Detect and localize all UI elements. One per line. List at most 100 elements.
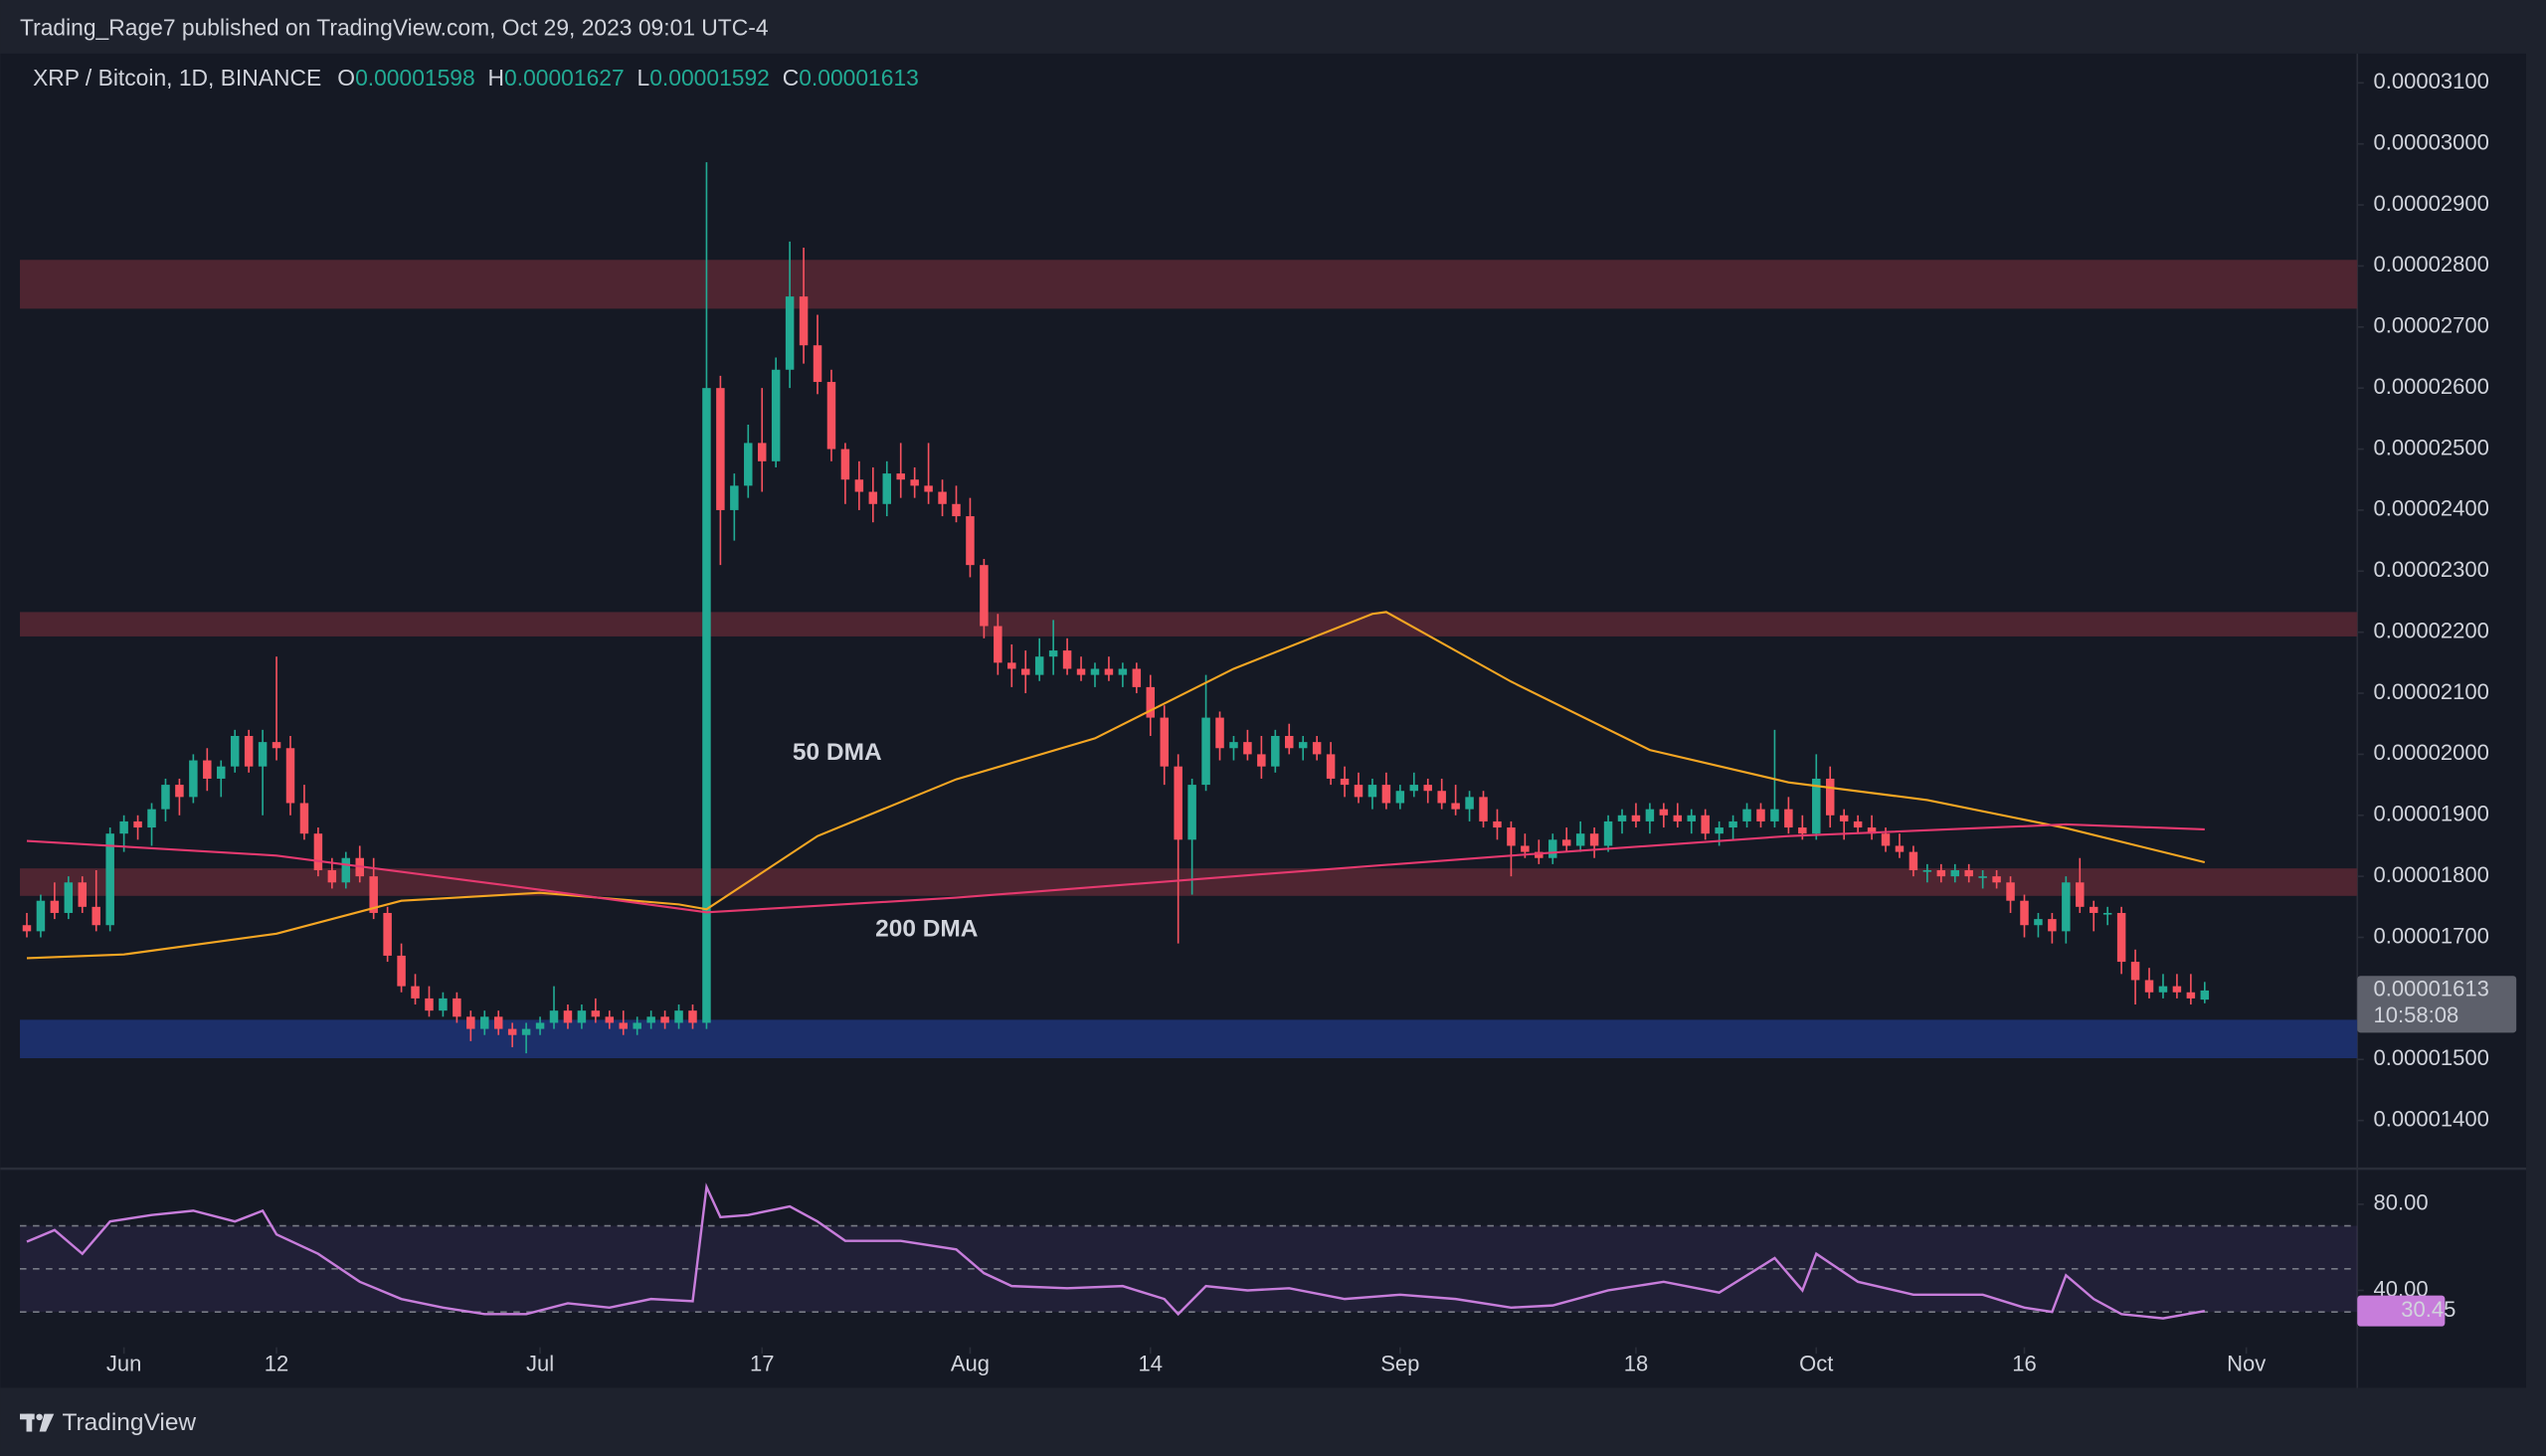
candle-body [189,760,198,798]
candle-body [840,449,850,480]
candle-body [1201,717,1210,786]
zone [20,1019,2358,1059]
ohlc-value: 0.00001627 [504,65,625,91]
candle-body [2130,962,2140,981]
candle-body [64,882,74,913]
candle-body [1340,778,1350,786]
candle-body [1659,809,1669,816]
chart-background [0,53,2526,1388]
x-tick-label: 18 [1624,1351,1649,1375]
candle-body [952,503,961,517]
candle-body [1118,668,1128,675]
symbol: XRP / Bitcoin, 1D, BINANCE [33,65,321,91]
candle-body [1187,785,1196,840]
candle-body [1381,785,1391,804]
candle-body [2006,882,2015,901]
candle-body [688,1010,697,1023]
candle-body [1687,815,1696,821]
candle-body [521,1028,531,1035]
candle-body [1589,833,1599,846]
candle-body [1867,827,1877,834]
candle-body [1535,851,1544,858]
x-tick-label: Aug [951,1351,990,1375]
candle-body [1839,815,1849,821]
y-tick-label: 0.00001500 [2374,1045,2489,1070]
candle-body [425,998,434,1011]
logo-part [39,1413,55,1432]
candle-body [383,912,392,956]
candle-body [1160,717,1169,767]
zones [20,260,2358,1313]
candle-body [507,1028,517,1035]
candle-body [2102,912,2112,915]
y-tick-label: 0.00001800 [2374,862,2489,887]
candle-body [1756,809,1765,821]
candle-body [285,748,295,804]
candle-body [1354,785,1364,798]
countdown: 10:58:08 [2374,1002,2459,1027]
candle-body [105,833,114,926]
candle-body [577,1010,587,1023]
series-label: 200 DMA [875,916,979,943]
publish-header: Trading_Rage7 published on TradingView.c… [20,14,769,40]
candle-body [1728,820,1737,828]
logo-part [36,1413,43,1421]
candle-body [244,735,254,767]
tradingview-logo [20,1413,55,1432]
ohlc-label: L [637,65,650,91]
y-tick-label: 80.00 [2374,1190,2429,1215]
candle-body [1881,833,1891,846]
last-price: 0.00001613 [2374,977,2489,1001]
candle-body [1992,876,2001,883]
candle-body [119,820,128,834]
candle-body [369,876,378,913]
footer-brand: TradingView [62,1409,196,1436]
candle-body [1451,803,1460,810]
candle-body [1007,662,1016,669]
candle-body [22,925,32,932]
candle-body [1493,820,1502,828]
candle-body [258,742,268,767]
candle-body [1285,735,1294,749]
candle-body [230,735,240,767]
candle-body [1174,766,1182,840]
candle-body [1395,791,1405,804]
zone [20,260,2358,309]
candle-body [1479,797,1488,821]
candle-body [924,485,933,492]
candle-body [1507,827,1516,846]
y-tick-label: 0.00001900 [2374,802,2489,826]
candle-body [1243,742,1252,755]
candle-body [910,479,919,486]
candle-body [439,998,448,1011]
candle-body [2172,986,2182,993]
candle-body [2076,882,2085,907]
candle-body [1561,839,1571,846]
candle-body [1229,742,1238,749]
candle-body [1603,820,1613,846]
y-tick-label: 0.00002700 [2374,313,2489,338]
candle-body [730,485,739,510]
x-tick-label: 14 [1139,1351,1164,1375]
candle-body [1701,815,1710,834]
y-tick-label: 0.00002400 [2374,496,2489,521]
ohlc-value: 0.00001598 [355,65,475,91]
candle-body [896,473,905,480]
marks [22,162,2210,1320]
candle-body [1631,815,1641,821]
x-tick-label: Jul [526,1351,554,1375]
candle-body [1090,668,1100,675]
candle-body [716,388,725,510]
candle-body [980,565,989,627]
candle-body [826,382,836,450]
candle-body [2020,900,2029,926]
candle-body [50,900,60,913]
rsi-value-box [2357,1295,2446,1327]
x-tick-label: Nov [2227,1351,2266,1375]
y-tick-label: 0.00002200 [2374,618,2489,642]
candle-body [1132,668,1142,687]
candle-body [1271,735,1280,767]
candle-body [1409,785,1419,792]
candle-body [1964,870,1973,877]
candle-body [605,1016,615,1023]
